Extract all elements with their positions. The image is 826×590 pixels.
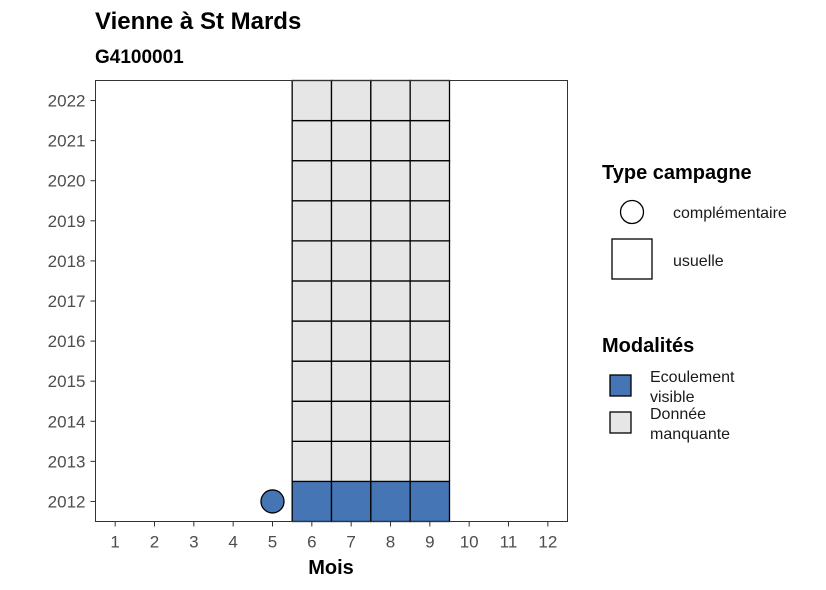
x-tick-label-1: 1	[110, 533, 119, 552]
heatmap-cell-2014-7	[330, 400, 372, 442]
heatmap-cell-2017-8	[370, 280, 411, 322]
heatmap-cell-2022-7	[330, 79, 372, 122]
y-tick-label-2022: 2022	[48, 92, 86, 111]
heatmap-cell-2013-6	[291, 440, 333, 483]
x-tick-label-11: 11	[500, 533, 518, 552]
y-tick-label-2021: 2021	[48, 132, 86, 151]
heatmap-cell-2012-9	[409, 480, 451, 523]
x-tick-label-3: 3	[189, 533, 198, 552]
heatmap-cell-2019-7	[330, 200, 372, 242]
y-tick-label-2019: 2019	[48, 212, 86, 231]
legend-label-ecoulement-line2: visible	[650, 389, 695, 406]
heatmap-cell-2015-9	[409, 360, 451, 402]
heatmap-cell-2019-6	[291, 200, 333, 242]
y-tick-label-2013: 2013	[48, 452, 86, 471]
x-tick-label-8: 8	[386, 533, 395, 552]
legend-label-ecoulement-line1: Ecoulement	[650, 369, 735, 386]
heatmap-cell-2021-9	[409, 119, 451, 162]
heatmap-cell-2012-8	[370, 480, 411, 523]
x-tick-label-5: 5	[268, 533, 277, 552]
legend-square-symbol	[611, 238, 653, 280]
heatmap-cell-2013-8	[370, 440, 411, 483]
legend-type-campagne: Type campagne complémentaire usuelle	[602, 162, 787, 280]
y-tick-label-2016: 2016	[48, 332, 86, 351]
y-tick-label-2017: 2017	[48, 292, 86, 311]
legend-label-donnee-line1: Donnée	[650, 406, 706, 423]
heatmap-cell-2019-9	[409, 200, 451, 242]
heatmap-cell-2017-9	[409, 280, 451, 322]
heatmap-cell-2022-6	[291, 79, 333, 122]
heatmap-cell-2016-6	[291, 320, 333, 362]
x-axis: 1 2 3 4 5 6 7 8 9 10 11 12	[110, 521, 557, 552]
campaign-point-2012-5	[260, 489, 285, 514]
heatmap-cell-2016-7	[330, 320, 372, 362]
x-tick-label-9: 9	[425, 533, 434, 552]
y-tick-label-2018: 2018	[48, 252, 86, 271]
heatmap-cell-2013-7	[330, 440, 372, 483]
legend-label-donnee-line2: manquante	[650, 426, 730, 443]
y-axis: 2012 2013 2014 2015 2016 2017 2018 2019 2020 2021…	[48, 92, 96, 511]
heatmap-cell-2013-9	[409, 440, 451, 483]
x-tick-label-12: 12	[538, 533, 557, 552]
x-tick-label-4: 4	[228, 533, 237, 552]
legend-modalites-title: Modalités	[602, 335, 694, 357]
heatmap-cell-2021-8	[370, 119, 411, 162]
chart-title: Vienne à St Mards	[95, 8, 301, 35]
x-tick-label-7: 7	[346, 533, 355, 552]
legend-type-label-complementaire: complémentaire	[673, 205, 787, 222]
heatmap-cell-2018-7	[330, 240, 372, 282]
y-tick-label-2020: 2020	[48, 172, 86, 191]
heatmap-cell-2012-6	[291, 480, 333, 523]
heatmap-cell-2014-8	[370, 400, 411, 442]
x-tick-label-2: 2	[150, 533, 159, 552]
y-tick-label-2015: 2015	[48, 372, 86, 391]
legend-key-donnee-manquante	[609, 411, 632, 434]
x-tick-label-10: 10	[460, 533, 479, 552]
legend-type-label-usuelle: usuelle	[673, 253, 724, 270]
heatmap-cell-2018-9	[409, 240, 451, 282]
chart-subtitle: G4100001	[95, 47, 184, 68]
heatmap-cell-2017-7	[330, 280, 372, 322]
heatmap-cell-2016-8	[370, 320, 411, 362]
heatmap-cell-2014-6	[291, 400, 333, 442]
heatmap-cell-2021-6	[291, 119, 333, 162]
legend-modalites: Modalités Ecoulement visible Donnée manq…	[602, 335, 735, 443]
heatmap-cell-2020-9	[409, 160, 451, 202]
heatmap-cell-2020-7	[330, 160, 372, 202]
heatmap-cell-2017-6	[291, 280, 333, 322]
y-tick-label-2012: 2012	[48, 492, 86, 511]
x-tick-label-6: 6	[307, 533, 316, 552]
heatmap-cell-2015-7	[330, 360, 372, 402]
heatmap-cell-2018-8	[370, 240, 411, 282]
heatmap-cell-2016-9	[409, 320, 451, 362]
campaign-points	[260, 489, 285, 514]
legend-type-title: Type campagne	[602, 162, 752, 184]
heatmap-cells	[291, 79, 451, 523]
heatmap-cell-2021-7	[330, 119, 372, 162]
heatmap-cell-2015-6	[291, 360, 333, 402]
heatmap-cell-2022-8	[370, 79, 411, 122]
heatmap-cell-2012-7	[330, 480, 372, 523]
heatmap-cell-2022-9	[409, 79, 451, 122]
heatmap-cell-2018-6	[291, 240, 333, 282]
x-axis-title: Mois	[308, 557, 354, 579]
heatmap-cell-2020-6	[291, 160, 333, 202]
y-tick-label-2014: 2014	[48, 412, 86, 431]
heatmap-cell-2020-8	[370, 160, 411, 202]
heatmap-cell-2015-8	[370, 360, 411, 402]
legend-key-ecoulement-visible	[609, 374, 632, 397]
heatmap-cell-2014-9	[409, 400, 451, 442]
heatmap-cell-2019-8	[370, 200, 411, 242]
legend-circle-symbol	[619, 199, 645, 225]
